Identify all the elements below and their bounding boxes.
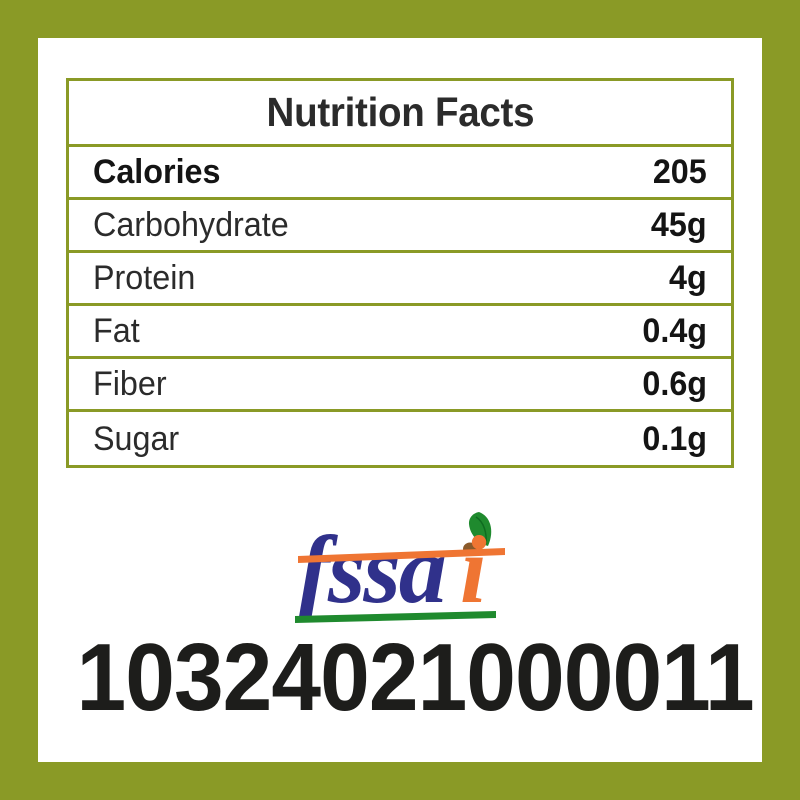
fssai-wordmark-orange-i: i xyxy=(460,516,487,623)
green-leaf-vein-icon xyxy=(475,516,487,545)
table-row: Protein 4g xyxy=(69,253,731,306)
nutrient-label-sugar: Sugar xyxy=(93,419,180,458)
label-panel: Nutrition Facts Calories 205 Carbohydrat… xyxy=(38,38,762,762)
fssai-logo-graphic: fssa i xyxy=(295,512,505,623)
fssai-wordmark-blue: fssa xyxy=(298,516,445,623)
nutrition-facts-table: Nutrition Facts Calories 205 Carbohydrat… xyxy=(66,78,734,468)
fssai-logo: fssa i xyxy=(290,504,535,630)
nutrient-label-calories: Calories xyxy=(93,153,221,191)
nutrient-value-sugar: 0.1g xyxy=(642,419,707,458)
table-row: Fat 0.4g xyxy=(69,306,731,359)
nutrient-value-protein: 4g xyxy=(669,259,707,297)
nutrient-value-fat: 0.4g xyxy=(642,312,707,350)
nutrient-value-carbohydrate: 45g xyxy=(651,206,707,244)
nutrient-value-calories: 205 xyxy=(653,153,707,191)
table-row: Calories 205 xyxy=(69,147,731,200)
page-title: Nutrition Facts xyxy=(266,89,534,135)
table-row: Fiber 0.6g xyxy=(69,359,731,412)
nutrient-label-fat: Fat xyxy=(93,312,140,350)
nutrient-value-fiber: 0.6g xyxy=(642,365,707,403)
orange-horizontal-bar xyxy=(298,548,505,563)
nutrient-label-carbohydrate: Carbohydrate xyxy=(93,206,289,244)
green-horizontal-bar xyxy=(295,611,496,623)
table-title-row: Nutrition Facts xyxy=(69,81,731,147)
table-row: Sugar 0.1g xyxy=(69,412,731,465)
table-row: Carbohydrate 45g xyxy=(69,200,731,253)
nutrient-label-fiber: Fiber xyxy=(93,365,167,403)
fssai-license-number: 10324021000011 xyxy=(76,624,755,731)
nutrient-label-protein: Protein xyxy=(93,259,196,297)
